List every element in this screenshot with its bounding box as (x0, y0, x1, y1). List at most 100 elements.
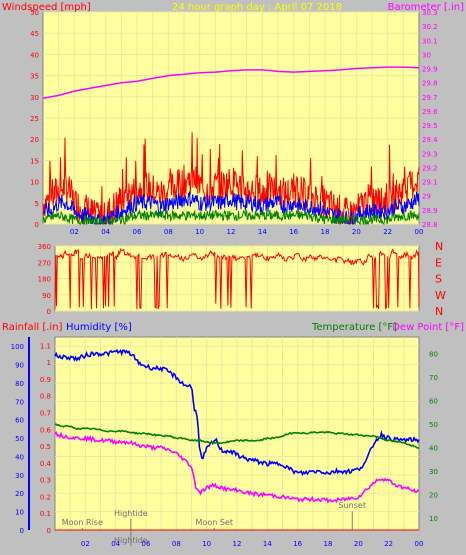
humidity-axis-label: Humidity [%] (66, 322, 132, 333)
climate-x-tick-label: 06 (142, 540, 151, 548)
wind-tick-label: 45 (30, 30, 39, 38)
climate-x-tick-label: 02 (81, 540, 90, 548)
direction-y-ticks: 0 90 180 270 360 (38, 243, 51, 316)
wind-tick-label: 5 (35, 200, 39, 208)
climate-x-ticks: 02 04 06 08 10 12 14 16 18 20 22 00 (81, 540, 424, 548)
temperature-axis-label: Temperature [°F] (311, 322, 397, 333)
wind-y-ticks: 0 5 10 15 20 25 30 35 40 45 50 (30, 9, 39, 229)
rain-tick-label: 0.6 (40, 426, 52, 434)
wind-x-ticks: 02 04 06 08 10 12 14 16 18 20 22 00 (70, 228, 424, 236)
barometer-tick-label: 29.2 (422, 164, 438, 172)
wind-x-tick-label: 20 (352, 228, 361, 236)
wind-x-tick-label: 04 (101, 228, 110, 236)
temperature-tick-label: 20 (429, 492, 438, 500)
wind-x-tick-label: 14 (258, 228, 267, 236)
wind-x-tick-label: 00 (415, 228, 424, 236)
direction-tick-label: 360 (38, 243, 51, 251)
annotation-label: Moon Rise (62, 518, 103, 527)
wind-series (42, 66, 420, 226)
climate-x-tick-label: 20 (354, 540, 363, 548)
series-dew_point (54, 431, 420, 504)
annotation-label: Moon Set (196, 518, 233, 527)
wind-x-tick-label: 02 (70, 228, 79, 236)
barometer-tick-label: 30.3 (422, 9, 438, 17)
direction-gridlines (55, 245, 419, 312)
rain-tick-label: 0.3 (40, 477, 51, 485)
climate-x-tick-label: 04 (111, 540, 120, 548)
humidity-tick-label: 30 (15, 472, 24, 480)
climate-x-tick-label: 12 (233, 540, 242, 548)
humidity-tick-label: 80 (15, 380, 24, 388)
direction-tick-label: 0 (47, 308, 51, 316)
wind-tick-label: 0 (35, 221, 39, 229)
compass-letter: N (435, 305, 443, 318)
humidity-tick-label: 0 (20, 527, 24, 535)
temperature-tick-label: 30 (429, 468, 438, 476)
humidity-tick-label: 20 (15, 490, 24, 498)
series-average (42, 191, 420, 226)
barometer-tick-label: 29.1 (422, 179, 438, 187)
barometer-y-ticks: 28.8 28.9 29 29.1 29.2 29.3 29.4 29.5 29.6 29.7 29… (422, 9, 438, 229)
annotation-label: Hightide (114, 509, 148, 518)
annotation-label: Hightide (114, 536, 148, 545)
wind-x-tick-label: 18 (321, 228, 330, 236)
temperature-tick-label: 40 (429, 445, 438, 453)
series-direction (54, 248, 420, 310)
temperature-tick-label: 70 (429, 374, 438, 382)
climate-x-tick-label: 10 (202, 540, 211, 548)
barometer-tick-label: 29.4 (422, 136, 438, 144)
barometer-axis-label: Barometer [.in] (388, 2, 464, 13)
wind-x-tick-label: 12 (227, 228, 236, 236)
barometer-tick-label: 29.9 (422, 66, 438, 74)
rain-tick-label: 0.7 (40, 410, 51, 418)
humidity-tick-label: 70 (15, 398, 24, 406)
wind-x-tick-label: 22 (383, 228, 392, 236)
barometer-tick-label: 29.7 (422, 94, 438, 102)
wind-gridlines (43, 11, 419, 225)
humidity-y-ticks: 0 10 20 30 40 50 60 70 80 90 100 (11, 337, 30, 535)
humidity-tick-label: 90 (15, 362, 24, 370)
rain-tick-label: 0.1 (40, 510, 51, 518)
rain-tick-label: 0 (47, 527, 51, 535)
series-humidity (54, 348, 420, 477)
barometer-tick-label: 30.1 (422, 37, 438, 45)
temperature-tick-label: 50 (429, 421, 438, 429)
climate-x-tick-label: 08 (172, 540, 181, 548)
compass-letter: S (435, 273, 442, 286)
rain-tick-label: 1 (47, 359, 51, 367)
compass-letter: E (435, 256, 442, 269)
dewpoint-axis-label: Dew Point [°F] (392, 322, 464, 333)
barometer-tick-label: 28.8 (422, 221, 438, 229)
series-barometer (42, 66, 420, 99)
rain-tick-label: 0.8 (40, 393, 51, 401)
page-title: 24 hour graph day : April 07 2018 (172, 2, 342, 13)
temperature-tick-label: 10 (429, 515, 438, 523)
climate-series (54, 348, 420, 531)
barometer-tick-label: 30 (422, 51, 431, 59)
wind-tick-label: 40 (30, 51, 39, 59)
series-temperature (54, 423, 420, 449)
temperature-y-ticks: 10 20 30 40 50 60 70 80 (429, 350, 438, 523)
rain-tick-label: 0.4 (40, 460, 52, 468)
wind-tick-label: 30 (30, 94, 39, 102)
climate-x-tick-label: 00 (415, 540, 424, 548)
barometer-tick-label: 29.5 (422, 122, 438, 130)
wind-x-tick-label: 16 (289, 228, 298, 236)
humidity-tick-label: 40 (15, 453, 24, 461)
climate-x-tick-label: 16 (293, 540, 302, 548)
direction-series (54, 248, 420, 310)
barometer-tick-label: 29 (422, 193, 431, 201)
barometer-tick-label: 30.2 (422, 23, 438, 31)
compass-letter: N (435, 240, 443, 253)
rain-tick-label: 0.2 (40, 493, 51, 501)
direction-tick-label: 270 (38, 259, 51, 267)
wind-tick-label: 50 (30, 9, 39, 17)
compass-letter: W (435, 289, 446, 302)
humidity-tick-label: 10 (15, 509, 24, 517)
rain-axis-label: Rainfall [.in] (2, 322, 63, 333)
temperature-tick-label: 80 (429, 350, 438, 358)
rain-tick-label: 1.1 (40, 342, 51, 350)
barometer-tick-label: 29.3 (422, 150, 438, 158)
annotation-label: Sunset (339, 501, 366, 510)
